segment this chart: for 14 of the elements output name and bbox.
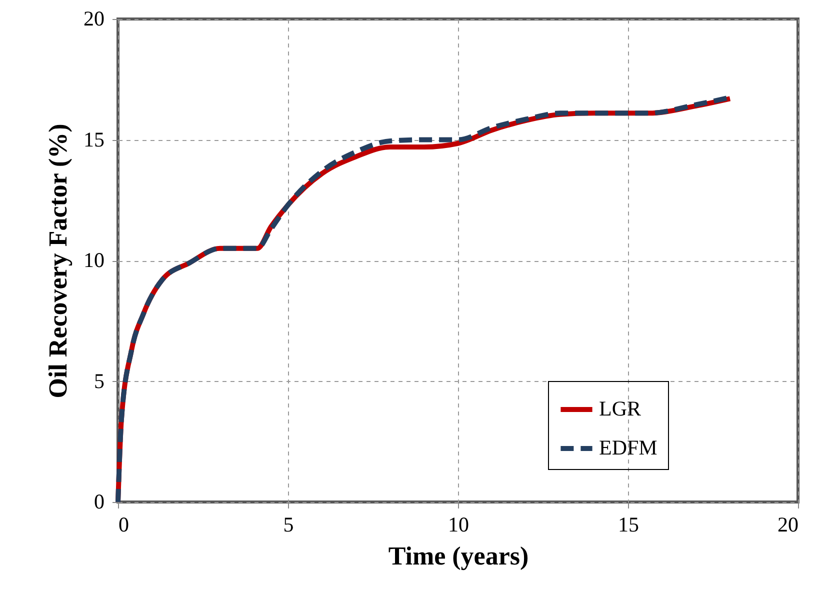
y-tick-label: 10 <box>84 248 104 272</box>
y-tick-label: 5 <box>94 368 104 393</box>
x-tick-label: 10 <box>448 512 469 536</box>
legend-label: EDFM <box>599 436 658 460</box>
y-tick-label: 20 <box>84 6 104 30</box>
legend-label: LGR <box>599 396 641 420</box>
x-tick-label: 5 <box>283 512 294 536</box>
x-tick-label: 20 <box>778 512 798 536</box>
y-tick-label: 0 <box>94 490 104 514</box>
x-axis-title: Time (years) <box>388 542 529 570</box>
x-tick-label: 15 <box>618 512 639 536</box>
x-tick-label: 0 <box>118 512 129 536</box>
y-tick-label: 15 <box>84 127 104 152</box>
y-axis-title: Oil Recovery Factor (%) <box>44 124 72 398</box>
